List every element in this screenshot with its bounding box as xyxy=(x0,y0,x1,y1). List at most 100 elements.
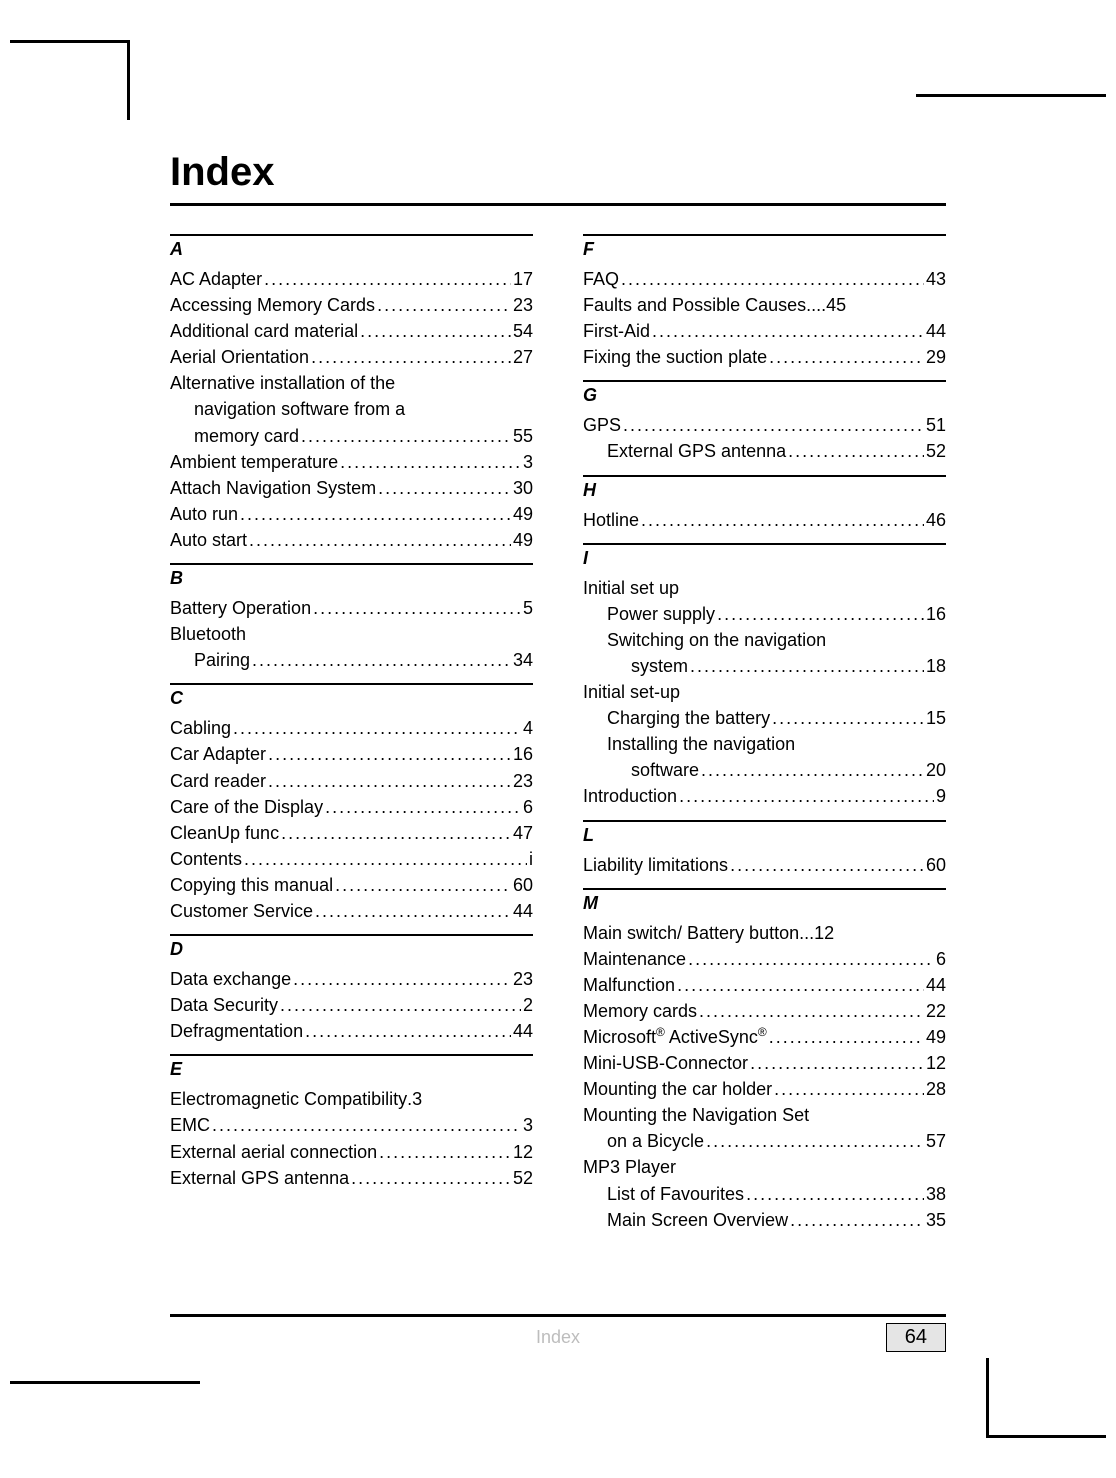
index-leader xyxy=(281,820,511,846)
index-entry-page: 30 xyxy=(513,475,533,501)
index-entry-page: 49 xyxy=(926,1024,946,1050)
index-entry-page: 6 xyxy=(523,794,533,820)
index-leader xyxy=(769,1024,924,1050)
index-leader xyxy=(244,846,527,872)
index-entry-text: Mounting the Navigation Set xyxy=(583,1102,809,1128)
index-entry: memory card55 xyxy=(170,423,533,449)
index-entry-page: 16 xyxy=(513,741,533,767)
index-entry-page: 17 xyxy=(513,266,533,292)
section-rule xyxy=(170,934,533,936)
section-rule xyxy=(170,234,533,236)
index-leader xyxy=(293,966,511,992)
index-entry-text: Contents xyxy=(170,846,242,872)
index-leader xyxy=(790,1207,924,1233)
index-leader xyxy=(340,449,521,475)
index-entry-page: 38 xyxy=(926,1181,946,1207)
index-leader xyxy=(313,595,521,621)
index-entry: Customer Service44 xyxy=(170,898,533,924)
index-entry-text: External GPS antenna xyxy=(170,1165,349,1191)
index-leader xyxy=(301,423,511,449)
index-entry: External aerial connection 12 xyxy=(170,1139,533,1165)
index-entry-text: system xyxy=(631,653,688,679)
footer-rule xyxy=(170,1314,946,1317)
index-leader xyxy=(701,757,924,783)
index-entry-text: Accessing Memory Cards xyxy=(170,292,375,318)
index-entry-text: on a Bicycle xyxy=(607,1128,704,1154)
index-entry: system 18 xyxy=(583,653,946,679)
index-entry-page: 2 xyxy=(523,992,533,1018)
index-leader xyxy=(623,412,924,438)
index-leader xyxy=(699,998,924,1024)
section-letter: B xyxy=(170,568,533,589)
index-entry-text: Memory cards xyxy=(583,998,697,1024)
index-entry-text: Mounting the car holder xyxy=(583,1076,772,1102)
index-entry-text: navigation software from a xyxy=(194,396,405,422)
index-leader xyxy=(652,318,924,344)
index-leader xyxy=(677,972,924,998)
index-entry-page: 18 xyxy=(926,653,946,679)
index-entry-page: 35 xyxy=(926,1207,946,1233)
index-leader xyxy=(305,1018,511,1044)
index-entry-page: 55 xyxy=(513,423,533,449)
footer-label: Index xyxy=(536,1327,580,1348)
index-entry-text: External aerial connection xyxy=(170,1139,377,1165)
index-entry-text: Maintenance xyxy=(583,946,686,972)
index-entry-page: 12 xyxy=(513,1139,533,1165)
index-entry-text: Attach Navigation System xyxy=(170,475,376,501)
index-entry-page: 5 xyxy=(523,595,533,621)
index-entry: Main Screen Overview 35 xyxy=(583,1207,946,1233)
index-leader xyxy=(311,344,511,370)
index-entry-text: Copying this manual xyxy=(170,872,333,898)
index-leader xyxy=(212,1112,521,1138)
section-letter: G xyxy=(583,385,946,406)
index-entry: on a Bicycle 57 xyxy=(583,1128,946,1154)
index-entry-text: Charging the battery xyxy=(607,705,770,731)
index-entry: Alternative installation of the xyxy=(170,370,533,396)
index-entry: Main switch/ Battery button... 12 xyxy=(583,920,946,946)
index-entry-page: 3 xyxy=(412,1086,422,1112)
index-entry: GPS 51 xyxy=(583,412,946,438)
index-leader xyxy=(233,715,521,741)
index-entry-page: 49 xyxy=(513,501,533,527)
index-entry: Liability limitations 60 xyxy=(583,852,946,878)
index-leader xyxy=(641,507,924,533)
index-entry-text: Car Adapter xyxy=(170,741,266,767)
footer-page-number: 64 xyxy=(886,1323,946,1352)
index-leader xyxy=(249,527,511,553)
index-entry-page: 46 xyxy=(926,507,946,533)
index-entry-text: Care of the Display xyxy=(170,794,323,820)
index-entry-page: 43 xyxy=(926,266,946,292)
page-title: Index xyxy=(170,150,946,195)
index-entry-page: 20 xyxy=(926,757,946,783)
index-entry: MP3 Player xyxy=(583,1154,946,1180)
index-entry: Battery Operation 5 xyxy=(170,595,533,621)
index-entry: Contents i xyxy=(170,846,533,872)
index-entry-page: 9 xyxy=(936,783,946,809)
index-entry: Switching on the navigation xyxy=(583,627,946,653)
index-entry-text: External GPS antenna xyxy=(607,438,786,464)
index-entry-page: 27 xyxy=(513,344,533,370)
index-entry: EMC 3 xyxy=(170,1112,533,1138)
index-entry-text: Introduction xyxy=(583,783,677,809)
index-leader xyxy=(788,438,924,464)
index-leader: .... xyxy=(806,292,826,318)
index-entry: Accessing Memory Cards23 xyxy=(170,292,533,318)
index-leader xyxy=(252,647,511,673)
index-entry: Electromagnetic Compatibility . 3 xyxy=(170,1086,533,1112)
index-entry-text: Alternative installation of the xyxy=(170,370,395,396)
index-entry-page: 51 xyxy=(926,412,946,438)
index-entry-page: 49 xyxy=(513,527,533,553)
section-letter: H xyxy=(583,480,946,501)
index-leader xyxy=(268,741,511,767)
index-entry: Power supply 16 xyxy=(583,601,946,627)
section-rule xyxy=(583,380,946,382)
index-entry: Cabling 4 xyxy=(170,715,533,741)
index-entry-text: Card reader xyxy=(170,768,266,794)
index-entry-page: 3 xyxy=(523,449,533,475)
index-leader xyxy=(315,898,511,924)
section-letter: E xyxy=(170,1059,533,1080)
page-footer: Index 64 xyxy=(170,1314,946,1348)
index-entry-text: Liability limitations xyxy=(583,852,728,878)
index-entry-text: Cabling xyxy=(170,715,231,741)
index-leader xyxy=(774,1076,924,1102)
